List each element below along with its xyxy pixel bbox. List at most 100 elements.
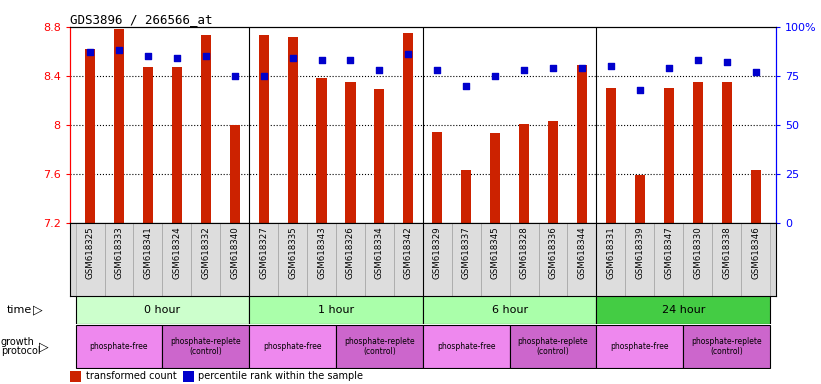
Text: 6 hour: 6 hour [492, 305, 528, 315]
Point [633, 86, 646, 93]
Bar [134, 223, 163, 296]
Bar [76, 325, 163, 368]
Text: GSM618326: GSM618326 [346, 227, 355, 279]
Bar [519, 124, 530, 223]
Point [228, 73, 241, 79]
Text: GSM618338: GSM618338 [722, 227, 732, 279]
Bar [220, 223, 250, 296]
Bar [432, 132, 443, 223]
Text: phosphate-replete
(control): phosphate-replete (control) [344, 337, 415, 356]
Bar [76, 223, 104, 296]
Text: transformed count: transformed count [85, 371, 177, 381]
Text: GSM618343: GSM618343 [317, 227, 326, 279]
Bar [626, 223, 654, 296]
Point [663, 65, 676, 71]
Point [517, 67, 530, 73]
Point [401, 51, 415, 57]
Text: GSM618328: GSM618328 [520, 227, 529, 279]
Bar [346, 82, 355, 223]
Bar [722, 82, 732, 223]
Text: GSM618332: GSM618332 [201, 227, 210, 279]
Text: GSM618339: GSM618339 [635, 227, 644, 279]
Text: phosphate-free: phosphate-free [611, 342, 669, 351]
Bar [336, 325, 423, 368]
Point [691, 57, 704, 63]
Point [141, 53, 154, 59]
Text: phosphate-free: phosphate-free [437, 342, 495, 351]
Bar [683, 325, 770, 368]
Bar [163, 325, 250, 368]
Point [373, 67, 386, 73]
Point [460, 83, 473, 89]
Bar [70, 371, 81, 382]
Point [315, 57, 328, 63]
Text: phosphate-replete
(control): phosphate-replete (control) [171, 337, 241, 356]
Text: GSM618324: GSM618324 [172, 227, 181, 279]
Bar [403, 33, 414, 223]
Bar [250, 325, 336, 368]
Bar [374, 89, 384, 223]
Point [200, 53, 213, 59]
Bar [114, 29, 124, 223]
Bar [336, 223, 365, 296]
Text: ▷: ▷ [39, 340, 49, 353]
Bar [741, 223, 770, 296]
Bar [596, 325, 683, 368]
Bar [423, 296, 596, 324]
Bar [510, 223, 539, 296]
Bar [250, 296, 423, 324]
Text: GSM618336: GSM618336 [548, 227, 557, 279]
Text: 1 hour: 1 hour [318, 305, 354, 315]
Bar [510, 325, 596, 368]
Text: GSM618335: GSM618335 [288, 227, 297, 279]
Text: 24 hour: 24 hour [662, 305, 705, 315]
Bar [230, 125, 240, 223]
Point [344, 57, 357, 63]
Bar [490, 133, 500, 223]
Bar [480, 223, 510, 296]
Text: GSM618344: GSM618344 [577, 227, 586, 279]
Bar [423, 325, 510, 368]
Bar [104, 223, 134, 296]
Bar [452, 223, 480, 296]
Point [257, 73, 270, 79]
Text: GSM618325: GSM618325 [85, 227, 94, 279]
Bar [259, 35, 268, 223]
Bar [423, 223, 452, 296]
Bar [567, 223, 596, 296]
Text: phosphate-free: phosphate-free [89, 342, 149, 351]
Text: GSM618337: GSM618337 [461, 227, 470, 279]
Bar [365, 223, 394, 296]
Bar [307, 223, 336, 296]
Text: GSM618345: GSM618345 [491, 227, 500, 279]
Point [749, 69, 762, 75]
Point [84, 49, 97, 55]
Text: ▷: ▷ [33, 304, 43, 316]
Point [547, 65, 560, 71]
Bar [278, 223, 307, 296]
Bar [596, 223, 626, 296]
Text: GSM618333: GSM618333 [114, 227, 123, 279]
Bar [606, 88, 616, 223]
Bar [663, 88, 674, 223]
Text: GSM618342: GSM618342 [404, 227, 413, 279]
Point [112, 47, 126, 53]
Text: growth: growth [1, 337, 34, 347]
Bar [539, 223, 567, 296]
Point [576, 65, 589, 71]
Bar [461, 170, 471, 223]
Text: GSM618330: GSM618330 [693, 227, 702, 279]
Bar [163, 223, 191, 296]
Point [170, 55, 183, 61]
Text: phosphate-replete
(control): phosphate-replete (control) [518, 337, 589, 356]
Bar [143, 67, 153, 223]
Bar [394, 223, 423, 296]
Text: phosphate-free: phosphate-free [264, 342, 322, 351]
Text: GSM618341: GSM618341 [144, 227, 153, 279]
Bar [693, 82, 703, 223]
Bar [200, 35, 211, 223]
Bar [750, 170, 760, 223]
Bar [172, 67, 182, 223]
Text: time: time [7, 305, 32, 315]
Text: protocol: protocol [1, 346, 40, 356]
